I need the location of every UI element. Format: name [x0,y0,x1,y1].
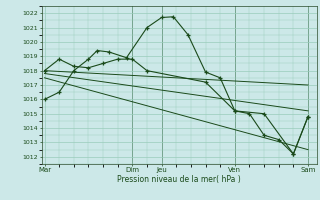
X-axis label: Pression niveau de la mer( hPa ): Pression niveau de la mer( hPa ) [117,175,241,184]
